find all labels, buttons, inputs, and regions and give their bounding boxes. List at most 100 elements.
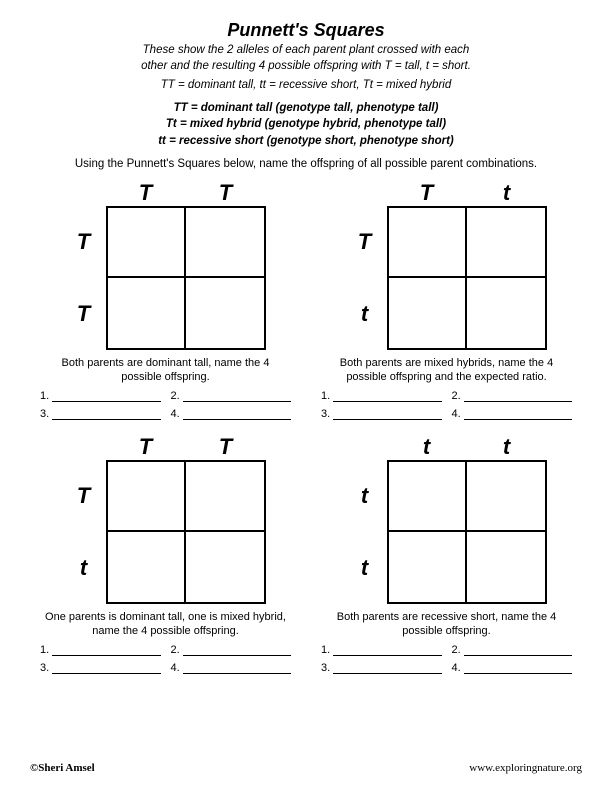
def-tt-lower: tt = recessive short (genotype short, ph… [158, 135, 454, 147]
punnett-block-2: T t T t Both parents are mixed hybrids, … [321, 180, 572, 420]
top-alleles: T T [106, 180, 266, 206]
answer-num: 2. [171, 390, 180, 402]
answer-line [52, 390, 160, 402]
top-allele-1: T [387, 180, 467, 206]
punnett-square-4: t t t t [347, 434, 547, 604]
answer-blank[interactable]: 4. [452, 662, 573, 674]
answer-line [52, 408, 160, 420]
left-allele-2: t [66, 532, 102, 604]
def-tt-upper: TT = dominant tall (genotype tall, pheno… [174, 102, 439, 114]
cell [108, 462, 186, 532]
answer-blank[interactable]: 1. [321, 644, 442, 656]
square-grid [387, 206, 547, 350]
answer-num: 3. [40, 408, 49, 420]
top-allele-2: t [467, 434, 547, 460]
answer-blank[interactable]: 4. [171, 662, 292, 674]
cell [108, 278, 186, 348]
punnett-block-1: T T T T Both parents are dominant tall, … [40, 180, 291, 420]
answer-num: 1. [40, 644, 49, 656]
left-allele-2: T [66, 278, 102, 350]
left-allele-1: t [347, 460, 383, 532]
answer-blank[interactable]: 4. [452, 408, 573, 420]
answer-line [183, 390, 291, 402]
left-allele-1: T [347, 206, 383, 278]
cell [186, 208, 264, 278]
answer-line [464, 408, 572, 420]
def-tt-mixed: Tt = mixed hybrid (genotype hybrid, phen… [166, 118, 446, 130]
page-footer: ©Sheri Amsel www.exploringnature.org [30, 762, 582, 774]
definitions-short: TT = dominant tall, tt = recessive short… [30, 78, 582, 94]
answer-num: 3. [40, 662, 49, 674]
top-allele-1: t [387, 434, 467, 460]
left-allele-1: T [66, 206, 102, 278]
cell [467, 278, 545, 348]
answers-2: 1. 2. 3. 4. [321, 390, 572, 420]
cell [108, 208, 186, 278]
left-alleles: T t [66, 460, 102, 604]
answer-line [333, 408, 441, 420]
punnett-square-2: T t T t [347, 180, 547, 350]
answer-blank[interactable]: 1. [40, 644, 161, 656]
answer-blank[interactable]: 3. [40, 408, 161, 420]
answer-num: 1. [40, 390, 49, 402]
answer-num: 2. [171, 644, 180, 656]
left-alleles: T T [66, 206, 102, 350]
answer-num: 1. [321, 390, 330, 402]
answer-line [183, 408, 291, 420]
answer-line [52, 662, 160, 674]
punnett-square-3: T T T t [66, 434, 266, 604]
answer-blank[interactable]: 2. [171, 644, 292, 656]
answer-blank[interactable]: 2. [171, 390, 292, 402]
answer-blank[interactable]: 1. [321, 390, 442, 402]
cell [186, 278, 264, 348]
punnett-grid: T T T T Both parents are dominant tall, … [30, 180, 582, 674]
answer-line [333, 662, 441, 674]
answers-4: 1. 2. 3. 4. [321, 644, 572, 674]
answer-blank[interactable]: 3. [321, 662, 442, 674]
answer-blank[interactable]: 4. [171, 408, 292, 420]
caption-4: Both parents are recessive short, name t… [321, 610, 572, 640]
answer-line [464, 662, 572, 674]
answer-line [464, 390, 572, 402]
left-allele-2: t [347, 278, 383, 350]
answer-blank[interactable]: 2. [452, 390, 573, 402]
top-allele-2: T [186, 180, 266, 206]
answer-line [333, 390, 441, 402]
cell [467, 532, 545, 602]
answer-num: 4. [452, 662, 461, 674]
answer-blank[interactable]: 1. [40, 390, 161, 402]
page-title: Punnett's Squares [30, 20, 582, 41]
answer-line [52, 644, 160, 656]
answer-num: 4. [171, 408, 180, 420]
top-alleles: t t [387, 434, 547, 460]
left-allele-1: T [66, 460, 102, 532]
left-alleles: t t [347, 460, 383, 604]
answer-num: 1. [321, 644, 330, 656]
top-alleles: T t [387, 180, 547, 206]
top-allele-1: T [106, 180, 186, 206]
intro-line-2: other and the resulting 4 possible offsp… [141, 60, 471, 72]
website-url: www.exploringnature.org [469, 762, 582, 774]
answer-num: 2. [452, 390, 461, 402]
answer-num: 4. [452, 408, 461, 420]
left-alleles: T t [347, 206, 383, 350]
answer-line [333, 644, 441, 656]
cell [186, 462, 264, 532]
answer-blank[interactable]: 2. [452, 644, 573, 656]
top-allele-1: T [106, 434, 186, 460]
copyright: ©Sheri Amsel [30, 762, 95, 774]
intro-text: These show the 2 alleles of each parent … [30, 43, 582, 74]
top-allele-2: t [467, 180, 547, 206]
cell [108, 532, 186, 602]
answer-blank[interactable]: 3. [321, 408, 442, 420]
answers-1: 1. 2. 3. 4. [40, 390, 291, 420]
cell [467, 462, 545, 532]
cell [389, 532, 467, 602]
answer-num: 3. [321, 408, 330, 420]
answer-blank[interactable]: 3. [40, 662, 161, 674]
answer-num: 2. [452, 644, 461, 656]
cell [389, 278, 467, 348]
square-grid [387, 460, 547, 604]
square-grid [106, 460, 266, 604]
caption-2: Both parents are mixed hybrids, name the… [321, 356, 572, 386]
